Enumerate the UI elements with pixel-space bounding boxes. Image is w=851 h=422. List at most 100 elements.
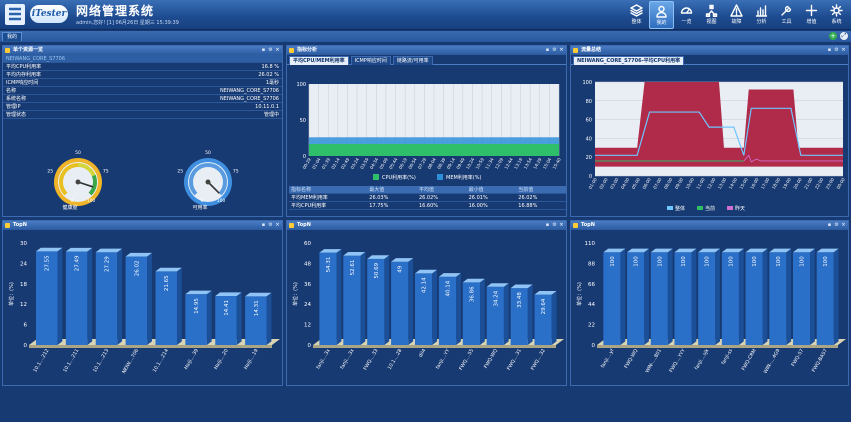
tab-perf-2[interactable]: 链路流/可用率: [392, 56, 433, 65]
bar[interactable]: 27.55: [35, 247, 63, 345]
table-cell: 26.02%: [518, 195, 538, 201]
range-band: [595, 82, 843, 167]
tab-current[interactable]: 我的: [2, 32, 23, 41]
bar-side: [833, 248, 839, 345]
bar[interactable]: 52.61: [343, 251, 366, 345]
x-tick: 07:00: [652, 177, 663, 190]
settings-icon[interactable]: ⚙: [834, 47, 839, 53]
nav-item-6[interactable]: 工具: [774, 1, 799, 29]
nav-item-5[interactable]: 分析: [749, 1, 774, 29]
refresh-icon[interactable]: ▪: [545, 222, 550, 228]
bar-side: [236, 292, 242, 345]
bar[interactable]: 27.29: [95, 248, 123, 345]
tab-traffic[interactable]: NEIWANG_CORE_S7706-平均CPU利用率: [573, 56, 685, 65]
bar[interactable]: 100: [792, 248, 815, 345]
refresh-icon[interactable]: ▪: [827, 47, 832, 53]
nav-item-8[interactable]: 系统: [824, 1, 849, 29]
close-icon[interactable]: ×: [559, 47, 564, 53]
close-icon[interactable]: ×: [841, 47, 846, 53]
bar[interactable]: 14.41: [215, 292, 242, 345]
bar[interactable]: 50.69: [367, 255, 390, 345]
bar[interactable]: 100: [769, 248, 792, 345]
bar[interactable]: 27.49: [65, 247, 93, 345]
nav-item-3[interactable]: 视图: [699, 1, 724, 29]
settings-icon[interactable]: ⚙: [268, 222, 273, 228]
bar[interactable]: 29.64: [534, 291, 557, 345]
settings-icon[interactable]: ⚙: [268, 47, 273, 53]
y-tick: 20: [586, 155, 592, 161]
x-tick: 09:00: [674, 177, 685, 190]
x-tick: 18:00: [771, 177, 782, 190]
bar[interactable]: 26.02: [125, 252, 152, 345]
close-icon[interactable]: ×: [841, 222, 846, 228]
y-tick: 100: [296, 82, 306, 88]
column-header: 最小值: [468, 187, 484, 193]
bar-front: [414, 273, 433, 345]
table-row: 平均MEM利用率 26.03% 26.02% 26.01% 26.02%: [289, 194, 566, 202]
bar[interactable]: 49: [391, 258, 414, 345]
tab-perf-0[interactable]: 平均CPU/MEM利用率: [289, 56, 349, 65]
bar[interactable]: 100: [627, 248, 649, 345]
tab-perf-1[interactable]: ICMP响应时间: [350, 56, 391, 65]
settings-icon[interactable]: ⚙: [552, 222, 557, 228]
bar[interactable]: 40.14: [438, 273, 461, 345]
nav-item-4[interactable]: 故障: [724, 1, 749, 29]
bar[interactable]: 100: [721, 248, 744, 345]
x-tick: FWQ....33: [363, 348, 380, 371]
nav-item-2[interactable]: 一览: [674, 1, 699, 29]
bar[interactable]: 100: [745, 248, 768, 345]
data-label: 100: [728, 256, 734, 267]
refresh-icon[interactable]: ▪: [827, 222, 832, 228]
nav-item-7[interactable]: 增值: [799, 1, 824, 29]
panel-header: 单个资源一览 ▪ ⚙ ×: [3, 46, 282, 55]
nav-item-0[interactable]: 整体: [624, 1, 649, 29]
x-tick: Haiji....19: [243, 348, 260, 371]
x-tick: FWQ-WQ: [483, 348, 499, 370]
gear-icon: [830, 4, 843, 17]
x-tick: NEIW....706: [121, 348, 140, 375]
bar[interactable]: 42.14: [414, 269, 437, 345]
add-tab-icon[interactable]: +: [829, 32, 837, 40]
bar[interactable]: 100: [603, 248, 626, 345]
bar[interactable]: 100: [816, 248, 839, 345]
x-tick: 23:00: [825, 177, 836, 190]
x-tick: 21:00: [803, 177, 814, 190]
bar[interactable]: 14.31: [245, 292, 272, 345]
bar[interactable]: 21.65: [155, 267, 182, 345]
bar[interactable]: 54.31: [319, 249, 342, 345]
gauge-tick: 25: [47, 169, 53, 175]
table-row: 平均CPU利用率 17.75% 16.60% 16.00% 16.88%: [289, 202, 566, 210]
info-value: 1毫秒: [265, 80, 279, 86]
bar[interactable]: 14.95: [185, 290, 212, 345]
x-tick: FWQ-CRM: [741, 348, 758, 372]
bar-top: [125, 252, 152, 257]
bar-front: [391, 261, 409, 345]
bar[interactable]: 100: [674, 248, 697, 345]
settings-icon[interactable]: ⚙: [552, 47, 557, 53]
info-row: 名称 NEIWANG_CORE_S7706: [3, 87, 282, 95]
data-label: 34.24: [493, 290, 499, 306]
refresh-icon[interactable]: ▪: [261, 47, 266, 53]
close-icon[interactable]: ×: [559, 222, 564, 228]
x-tick: WIN-....801: [644, 348, 663, 374]
bar-top: [816, 248, 839, 253]
info-row: 平均CPU利用率 16.8 %: [3, 63, 282, 71]
info-key: 管理IP: [6, 104, 21, 110]
nav-item-1[interactable]: 我的: [649, 1, 674, 29]
bar[interactable]: 34.24: [486, 283, 509, 345]
fullscreen-icon[interactable]: ⤢: [840, 32, 848, 40]
refresh-icon[interactable]: ▪: [261, 222, 266, 228]
bar[interactable]: 33.48: [510, 284, 533, 345]
gauge-hub: [75, 179, 81, 185]
data-label: 14.95: [194, 298, 200, 314]
bar[interactable]: 36.86: [462, 278, 485, 345]
close-icon[interactable]: ×: [275, 222, 280, 228]
refresh-icon[interactable]: ▪: [545, 47, 550, 53]
settings-icon[interactable]: ⚙: [834, 222, 839, 228]
x-tick: 11:34: [484, 157, 495, 170]
y-tick: 6: [24, 323, 28, 329]
bar[interactable]: 100: [650, 248, 673, 345]
bar[interactable]: 100: [698, 248, 721, 345]
x-tick: 05:00: [631, 177, 642, 190]
close-icon[interactable]: ×: [275, 47, 280, 53]
